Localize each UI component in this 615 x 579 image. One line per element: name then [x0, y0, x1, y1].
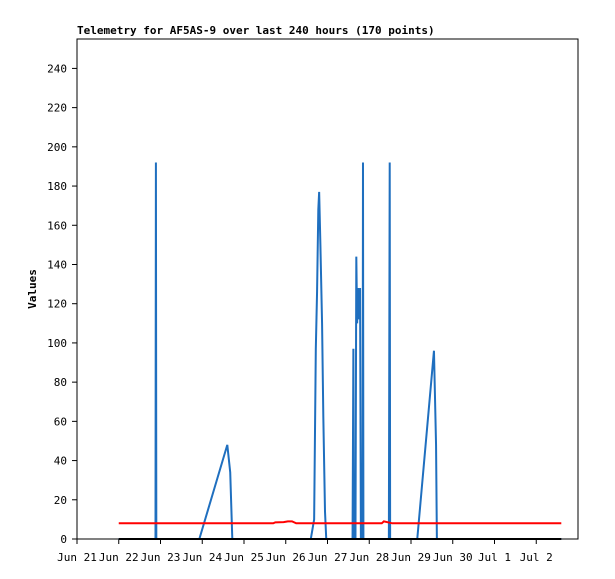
y-axis: 0 20 40 60 80 100 120 140 160 180 200 220 240 — [47, 62, 77, 546]
series-line-2 — [118, 520, 562, 525]
x-tick-label: Jun 29 — [391, 551, 431, 564]
x-tick-label: Jun 25 — [224, 551, 264, 564]
y-tick-label: 200 — [47, 141, 67, 154]
x-tick-label: Jun 27 — [308, 551, 348, 564]
x-tick-label: Jun 21 — [57, 551, 97, 564]
series-line-1 — [118, 162, 562, 540]
y-tick-label: 180 — [47, 180, 67, 193]
y-tick-label: 160 — [47, 219, 67, 232]
x-tick-label: Jul 1 — [478, 551, 511, 564]
y-tick-label: 0 — [60, 533, 67, 546]
y-axis-label: Values — [26, 269, 39, 309]
y-tick-label: 120 — [47, 298, 67, 311]
plot-frame — [76, 38, 579, 540]
y-tick-label: 40 — [54, 455, 67, 468]
x-axis: Jun 21 Jun 22 Jun 23 Jun 24 Jun 25 Jun 26 Jun … — [57, 539, 553, 564]
y-tick-label: 60 — [54, 415, 67, 428]
y-tick-label: 80 — [54, 376, 67, 389]
chart-title: Telemetry for AF5AS-9 over last 240 hour… — [77, 24, 435, 37]
y-tick-label: 140 — [47, 258, 67, 271]
y-tick-label: 20 — [54, 494, 67, 507]
x-tick-label: Jun 30 — [433, 551, 473, 564]
x-tick-label: Jun 26 — [266, 551, 306, 564]
y-tick-label: 100 — [47, 337, 67, 350]
x-tick-label: Jul 2 — [520, 551, 553, 564]
x-tick-label: Jun 28 — [349, 551, 389, 564]
y-tick-label: 240 — [47, 62, 67, 75]
x-tick-label: Jun 22 — [99, 551, 139, 564]
x-tick-label: Jun 23 — [141, 551, 181, 564]
series-layer — [118, 162, 562, 540]
y-tick-label: 220 — [47, 102, 67, 115]
x-tick-label: Jun 24 — [182, 551, 222, 564]
